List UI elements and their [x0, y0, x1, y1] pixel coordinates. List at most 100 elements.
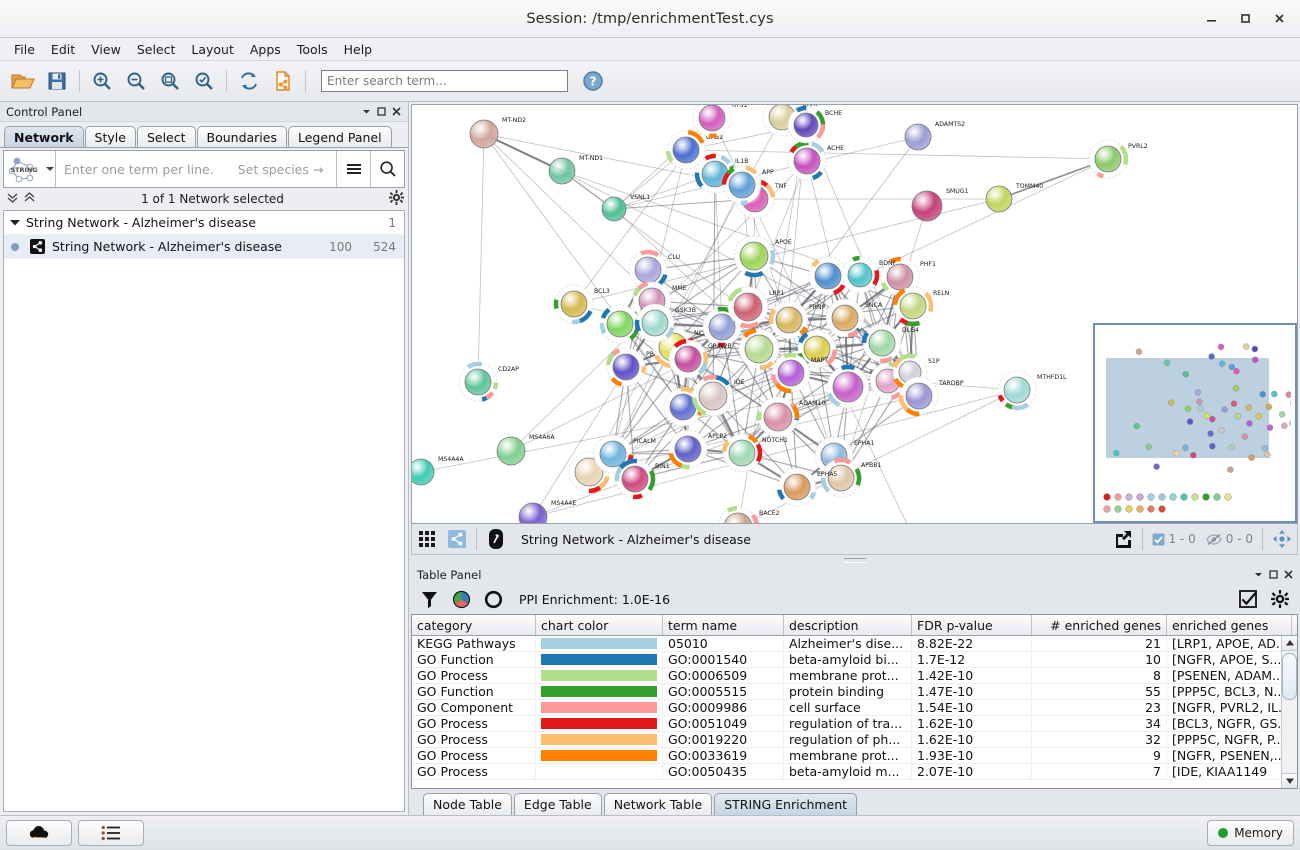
network-node[interactable]: NOTCH1 — [721, 433, 788, 473]
maximize-icon[interactable] — [1228, 4, 1262, 34]
network-node[interactable]: MS4A6A — [496, 434, 555, 466]
annotation-icon[interactable] — [481, 526, 511, 552]
hamburger-icon[interactable] — [336, 151, 370, 187]
donut-chart-icon[interactable] — [481, 587, 505, 611]
scrollbar-thumb[interactable] — [1282, 653, 1297, 700]
network-node[interactable]: APLP2 — [668, 429, 727, 470]
checkbox-checked-icon[interactable] — [1236, 587, 1260, 611]
hidden-nodes-indicator[interactable]: 0 - 0 — [1201, 532, 1258, 546]
tab-network-table[interactable]: Network Table — [603, 793, 713, 815]
chevron-down-icon[interactable] — [359, 104, 374, 119]
table-row[interactable]: KEGG Pathways 05010 Alzheimer's dise... 8.8… — [412, 636, 1297, 652]
scroll-up-icon[interactable] — [1282, 636, 1297, 651]
network-node[interactable]: BCHE — [787, 105, 842, 144]
pie-chart-icon[interactable] — [449, 587, 473, 611]
network-node[interactable]: SMUG1 — [911, 188, 969, 222]
table-row[interactable]: GO Process GO:0051049 regulation of tra...… — [412, 716, 1297, 732]
network-canvas[interactable]: MT-ND2 MT-ND1 VSNL1 ADAMTS2 SMUG1 TOMM40 PVRL2… — [411, 104, 1298, 524]
network-node[interactable]: VSNL1 — [601, 194, 650, 222]
maximize-icon[interactable] — [1266, 567, 1281, 582]
network-node[interactable]: ADAMTS2 — [904, 121, 965, 151]
tab-network[interactable]: Network — [4, 126, 84, 147]
network-node[interactable]: APP — [721, 165, 774, 206]
export-network-icon[interactable] — [266, 65, 300, 97]
column-header--enriched-genes[interactable]: # enriched genes — [1032, 615, 1167, 635]
network-tree-child-row[interactable]: String Network - Alzheimer's disease 100… — [4, 235, 404, 259]
cloud-icon[interactable] — [6, 820, 72, 846]
table-row[interactable]: GO Component GO:0009986 cell surface 1.54E-… — [412, 700, 1297, 716]
gear-icon[interactable] — [1268, 587, 1292, 611]
triangle-down-icon[interactable] — [4, 219, 26, 227]
network-node[interactable]: DLG4 — [861, 323, 919, 364]
gear-icon[interactable] — [389, 190, 404, 208]
network-node[interactable]: MS4A4E — [518, 500, 576, 524]
network-node[interactable]: LRP1 — [727, 286, 784, 329]
minimize-icon[interactable] — [1194, 4, 1228, 34]
network-node[interactable]: TOMM40 — [985, 183, 1043, 213]
search-input[interactable]: Enter search term... — [321, 70, 568, 92]
menu-select[interactable]: Select — [136, 41, 176, 57]
menu-apps[interactable]: Apps — [249, 41, 281, 57]
refresh-icon[interactable] — [232, 65, 266, 97]
network-node[interactable]: MT-ND1 — [548, 155, 603, 185]
set-species-label[interactable]: Set species → — [237, 161, 324, 177]
menu-tools[interactable]: Tools — [296, 41, 328, 57]
network-graph[interactable]: MT-ND2 MT-ND1 VSNL1 ADAMTS2 SMUG1 TOMM40 PVRL2… — [412, 105, 1298, 524]
menu-file[interactable]: File — [14, 41, 35, 57]
splitter-grip[interactable] — [843, 557, 866, 563]
tab-legend-panel[interactable]: Legend Panel — [287, 126, 392, 147]
menu-layout[interactable]: Layout — [191, 41, 234, 57]
tab-style[interactable]: Style — [84, 126, 136, 147]
pane-splitter[interactable] — [409, 555, 1300, 565]
network-node[interactable]: CLU — [628, 249, 680, 290]
network-node[interactable]: RELN — [892, 286, 950, 327]
table-row[interactable]: GO Function GO:0005515 protein binding 1.47… — [412, 684, 1297, 700]
grid-view-icon[interactable] — [412, 526, 442, 552]
network-node[interactable]: MAPT — [770, 352, 828, 394]
network-node[interactable]: IDE — [691, 374, 745, 417]
table-row[interactable]: GO Process GO:0006509 membrane prot... 1.42… — [412, 668, 1297, 684]
network-overview-navigator[interactable] — [1093, 323, 1297, 523]
selected-nodes-indicator[interactable]: 1 - 0 — [1147, 532, 1201, 546]
expand-all-icon[interactable] — [23, 192, 36, 206]
network-node[interactable]: MTHFD1L — [997, 370, 1067, 411]
column-header-chart-color[interactable]: chart color — [536, 615, 663, 635]
menu-edit[interactable]: Edit — [50, 41, 76, 57]
column-header-term-name[interactable]: term name — [663, 615, 784, 635]
network-tree[interactable]: String Network - Alzheimer's disease 1 — [3, 210, 405, 812]
network-node[interactable]: RTS1 — [692, 105, 748, 139]
zoom-selected-icon[interactable] — [187, 65, 221, 97]
save-icon[interactable] — [40, 65, 74, 97]
export-image-icon[interactable] — [1108, 526, 1138, 552]
table-row[interactable]: GO Function GO:0001540 beta-amyloid bi... 1… — [412, 652, 1297, 668]
network-node[interactable]: CD2AP — [458, 361, 519, 402]
network-node[interactable]: GAB2 — [665, 129, 723, 170]
column-header-category[interactable]: category — [412, 615, 536, 635]
scroll-down-icon[interactable] — [1282, 773, 1297, 788]
table-row[interactable]: GO Process GO:0033619 membrane prot... 1.93… — [412, 748, 1297, 764]
table-row[interactable]: GO Process GO:0050435 beta-amyloid m... 2.0… — [412, 764, 1297, 780]
collapse-all-icon[interactable] — [6, 192, 19, 206]
menu-help[interactable]: Help — [343, 41, 373, 57]
network-node[interactable]: SNCA — [825, 298, 883, 338]
string-species-dropdown-icon[interactable] — [44, 151, 55, 187]
network-node[interactable]: APOE — [733, 235, 792, 278]
network-node[interactable]: ACHE — [787, 140, 844, 181]
network-node[interactable]: ADAM10 — [756, 396, 825, 438]
string-query-input[interactable]: Enter one term per line. Set species → — [55, 151, 336, 187]
tab-select[interactable]: Select — [136, 126, 196, 147]
network-node[interactable]: GRIN2B — [668, 338, 732, 379]
table-row[interactable]: GO Process GO:0019220 regulation of ph... 1… — [412, 732, 1297, 748]
pan-tool-icon[interactable] — [1267, 526, 1297, 552]
network-node[interactable]: APBB1 — [820, 457, 881, 498]
network-node[interactable]: EPHA5 — [776, 467, 838, 507]
tab-node-table[interactable]: Node Table — [423, 793, 512, 815]
column-header-enriched-genes[interactable]: enriched genes — [1167, 615, 1292, 635]
close-icon[interactable] — [1262, 4, 1296, 34]
network-node[interactable]: BIN1 — [614, 458, 670, 500]
network-node[interactable]: TARDBP — [898, 376, 964, 417]
funnel-filter-icon[interactable] — [417, 587, 441, 611]
tab-edge-table[interactable]: Edge Table — [513, 793, 602, 815]
enrichment-table-body[interactable]: KEGG Pathways 05010 Alzheimer's dise... 8.8… — [412, 636, 1297, 788]
column-header-description[interactable]: description — [784, 615, 912, 635]
